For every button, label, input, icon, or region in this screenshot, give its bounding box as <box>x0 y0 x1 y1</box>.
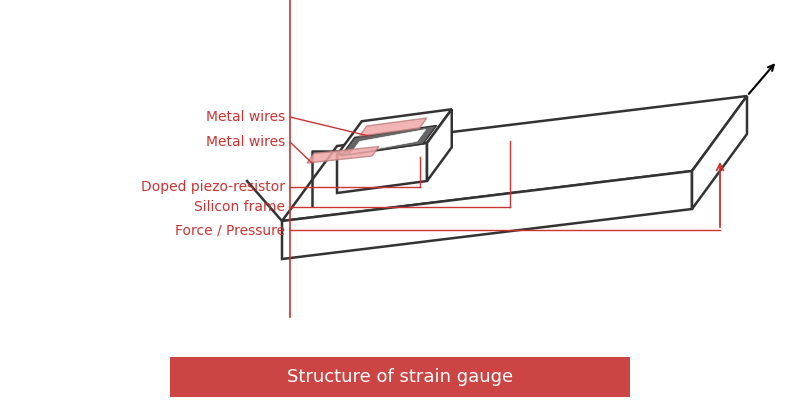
Polygon shape <box>359 118 427 136</box>
FancyBboxPatch shape <box>170 357 630 397</box>
Text: Metal wires: Metal wires <box>206 110 285 124</box>
Polygon shape <box>427 109 452 181</box>
Polygon shape <box>351 129 426 153</box>
Polygon shape <box>282 96 747 221</box>
Polygon shape <box>282 171 692 259</box>
Polygon shape <box>341 125 437 156</box>
Text: Force / Pressure: Force / Pressure <box>175 223 285 237</box>
Polygon shape <box>307 147 379 163</box>
Polygon shape <box>337 109 452 155</box>
Text: Structure of strain gauge: Structure of strain gauge <box>287 368 513 386</box>
Text: Metal wires: Metal wires <box>206 135 285 149</box>
Polygon shape <box>692 96 747 209</box>
Polygon shape <box>337 143 427 193</box>
Text: Doped piezo-resistor: Doped piezo-resistor <box>141 180 285 194</box>
Text: Silicon frame: Silicon frame <box>194 200 285 214</box>
